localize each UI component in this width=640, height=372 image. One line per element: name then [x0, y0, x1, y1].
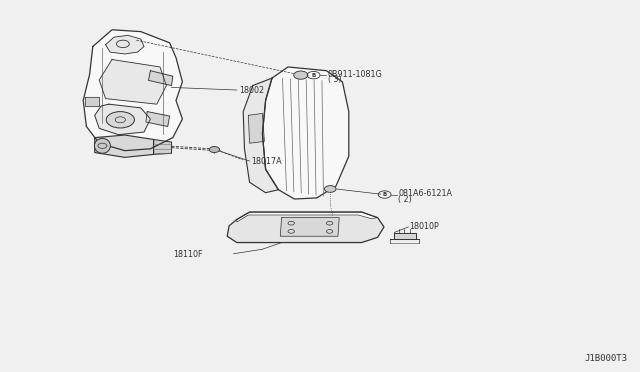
- Text: 18017A: 18017A: [252, 157, 282, 166]
- Polygon shape: [280, 218, 339, 236]
- Text: 18002: 18002: [239, 86, 264, 94]
- Polygon shape: [85, 97, 99, 106]
- Text: B: B: [312, 73, 316, 78]
- Polygon shape: [83, 30, 182, 151]
- Text: J1B000T3: J1B000T3: [584, 354, 627, 363]
- Polygon shape: [95, 104, 150, 135]
- Polygon shape: [248, 113, 264, 143]
- Text: 081A6-6121A: 081A6-6121A: [398, 189, 452, 198]
- Circle shape: [294, 71, 308, 79]
- Text: ( 3): ( 3): [328, 76, 341, 84]
- Polygon shape: [227, 212, 384, 243]
- Text: 18010P: 18010P: [410, 222, 439, 231]
- Polygon shape: [106, 35, 144, 54]
- Polygon shape: [148, 71, 173, 86]
- Circle shape: [106, 112, 134, 128]
- Polygon shape: [394, 232, 416, 239]
- Circle shape: [324, 186, 336, 192]
- Circle shape: [209, 147, 220, 153]
- Text: B: B: [383, 192, 387, 197]
- Text: ( 2): ( 2): [398, 195, 412, 203]
- Polygon shape: [99, 60, 166, 104]
- Polygon shape: [146, 112, 170, 126]
- Text: 18110F: 18110F: [173, 250, 202, 259]
- Polygon shape: [237, 212, 378, 222]
- Polygon shape: [95, 135, 154, 157]
- Polygon shape: [154, 140, 172, 154]
- Polygon shape: [262, 67, 349, 199]
- Ellipse shape: [95, 138, 111, 153]
- Text: 0B911-1081G: 0B911-1081G: [328, 70, 383, 79]
- Polygon shape: [243, 78, 278, 193]
